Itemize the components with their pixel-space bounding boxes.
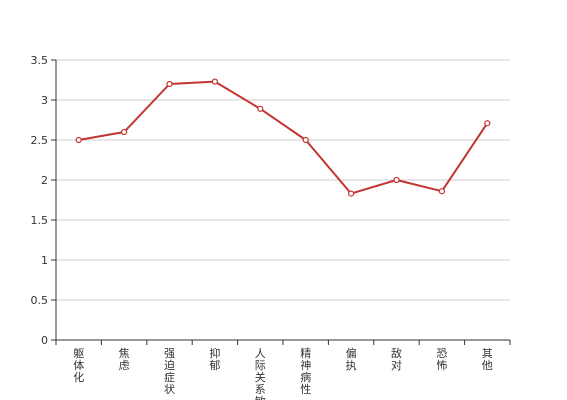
y-tick-label: 1 [41, 254, 48, 267]
data-point[interactable] [438, 188, 445, 195]
x-axis: 躯体化 焦虑 强迫症状 抑郁 人际关系敏感 精神病性 偏执 敌对 恐怖 其他 [55, 339, 511, 400]
x-tick-label: 焦虑 [119, 347, 130, 372]
grid-lines [56, 59, 510, 301]
data-point[interactable] [302, 136, 309, 144]
series-layer [75, 78, 491, 197]
y-tick-label: 0 [41, 334, 48, 347]
data-point[interactable] [257, 105, 264, 112]
x-tick-label: 精神病性 [300, 347, 311, 396]
data-point[interactable] [211, 78, 218, 85]
data-point[interactable] [120, 128, 128, 136]
series-line [78, 80, 489, 195]
y-tick-label: 1.5 [31, 214, 49, 227]
x-tick-label: 偏执 [346, 346, 357, 372]
data-point[interactable] [393, 176, 400, 184]
y-tick-label: 3 [41, 94, 48, 107]
data-point[interactable] [484, 120, 491, 127]
y-tick-label: 2.5 [31, 134, 49, 147]
x-tick-label: 敌对 [391, 346, 402, 372]
y-tick-label: 3.5 [31, 54, 49, 67]
data-point[interactable] [348, 190, 355, 197]
x-tick-label: 恐怖 [436, 347, 447, 372]
x-tick-label: 人际关系敏感 [255, 347, 266, 400]
data-point[interactable] [75, 136, 82, 144]
x-tick-label: 其他 [482, 347, 493, 372]
y-axis: 0 0.5 1 1.5 2 2.5 3 3.5 [31, 54, 57, 347]
x-tick-label: 躯体化 [73, 347, 84, 384]
data-point[interactable] [166, 80, 173, 88]
x-tick-label: 抑郁 [209, 346, 220, 372]
y-tick-label: 0.5 [31, 294, 49, 307]
y-tick-label: 2 [41, 174, 48, 187]
x-tick-label: 强迫症状 [164, 347, 175, 396]
